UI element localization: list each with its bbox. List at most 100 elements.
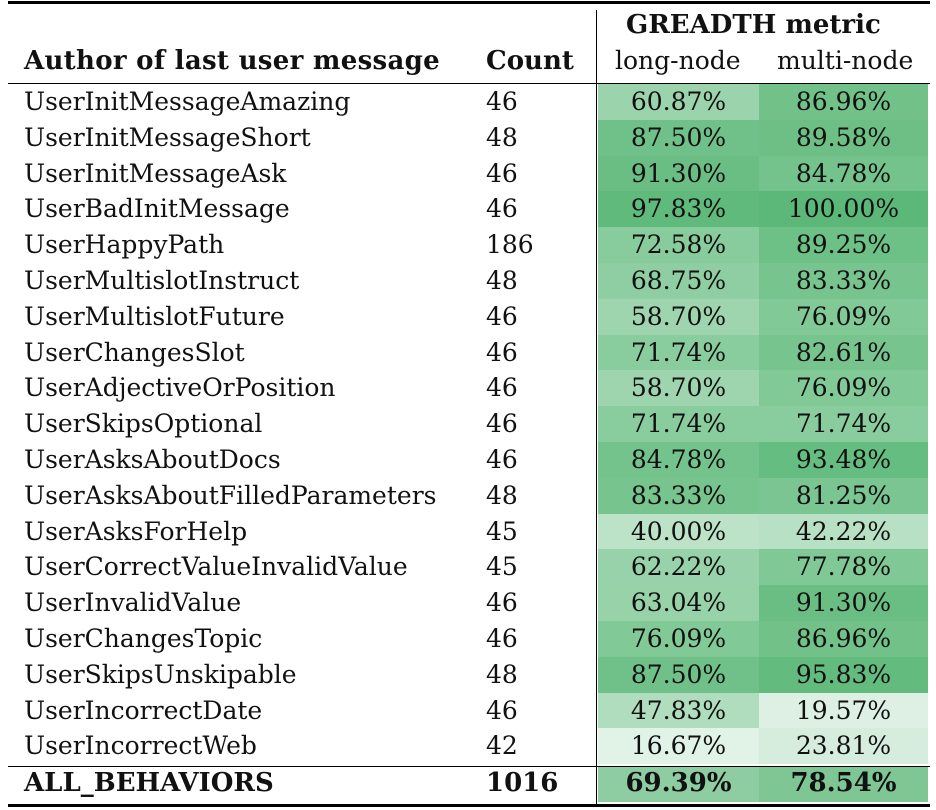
author-cell: UserChangesSlot	[24, 337, 245, 367]
multi-node-cell: 89.25%	[759, 227, 928, 263]
count-cell: 42	[486, 731, 518, 761]
long-node-cell: 69.39%	[598, 766, 759, 802]
multi-node-cell: 91.30%	[759, 585, 928, 621]
table-row: UserMultislotFuture 46 58.70% 76.09%	[0, 298, 936, 335]
author-cell: UserSkipsUnskipable	[24, 659, 297, 689]
count-cell: 46	[486, 695, 518, 725]
multi-node-cell: 82.61%	[759, 334, 928, 371]
long-node-cell: 84.78%	[598, 442, 759, 478]
long-node-cell: 71.74%	[598, 334, 759, 371]
author-cell: UserAsksAboutDocs	[24, 445, 281, 474]
header-metric-group: GREADTH metric	[626, 10, 881, 40]
author-cell: UserSkipsOptional	[24, 409, 263, 439]
long-node-cell: 87.50%	[598, 119, 759, 156]
table-row: UserInitMessageAmazing 46 60.87% 86.96%	[0, 84, 936, 120]
count-cell: 46	[486, 445, 518, 474]
author-cell: UserAdjectiveOrPosition	[24, 373, 336, 403]
summary-row: ALL_BEHAVIORS 1016 69.39% 78.54%	[0, 766, 936, 802]
long-node-cell: 62.22%	[598, 549, 759, 586]
group-separator-line	[596, 10, 597, 83]
count-cell: 46	[486, 624, 518, 653]
count-cell: 186	[486, 230, 534, 260]
count-cell: 46	[486, 194, 518, 224]
long-node-cell: 71.74%	[598, 406, 759, 442]
long-node-cell: 60.87%	[598, 84, 759, 120]
long-node-cell: 97.83%	[598, 191, 759, 228]
author-cell: UserIncorrectWeb	[24, 731, 257, 761]
long-node-cell: 83.33%	[598, 477, 759, 514]
table-row: UserIncorrectWeb 42 16.67% 23.81%	[0, 728, 936, 765]
table-row: UserInitMessageAsk 46 91.30% 84.78%	[0, 155, 936, 192]
count-cell: 48	[486, 122, 518, 152]
multi-node-cell: 89.58%	[759, 119, 928, 156]
multi-node-cell: 100.00%	[759, 191, 928, 228]
count-cell: 45	[486, 552, 518, 582]
table-row: UserCorrectValueInvalidValue 45 62.22% 77.7…	[0, 549, 936, 586]
multi-node-cell: 93.48%	[759, 442, 928, 478]
long-node-cell: 68.75%	[598, 263, 759, 299]
multi-node-cell: 95.83%	[759, 656, 928, 693]
multi-node-cell: 86.96%	[759, 84, 928, 120]
multi-node-cell: 76.09%	[759, 298, 928, 335]
count-cell: 45	[486, 516, 518, 546]
author-cell: UserMultislotInstruct	[24, 266, 300, 295]
long-node-cell: 63.04%	[598, 585, 759, 621]
author-cell: UserCorrectValueInvalidValue	[24, 552, 408, 582]
header-rule	[8, 83, 930, 84]
table-row: UserSkipsOptional 46 71.74% 71.74%	[0, 406, 936, 442]
multi-node-cell: 76.09%	[759, 370, 928, 407]
long-node-cell: 58.70%	[598, 370, 759, 407]
multi-node-cell: 71.74%	[759, 406, 928, 442]
long-node-cell: 91.30%	[598, 155, 759, 192]
long-node-cell: 40.00%	[598, 513, 759, 550]
author-cell: UserAsksAboutFilledParameters	[24, 480, 437, 510]
count-cell: 46	[486, 588, 518, 618]
long-node-cell: 47.83%	[598, 692, 759, 729]
header-author: Author of last user message	[24, 46, 440, 76]
author-cell: UserInitMessageShort	[24, 122, 311, 152]
table-row: UserAsksAboutFilledParameters 48 83.33% 81.…	[0, 477, 936, 514]
multi-node-cell: 84.78%	[759, 155, 928, 192]
author-cell: UserInitMessageAsk	[24, 158, 287, 188]
top-rule	[8, 1, 930, 4]
multi-node-cell: 19.57%	[759, 692, 928, 729]
multi-node-cell: 23.81%	[759, 728, 928, 765]
body-separator-line	[596, 84, 597, 804]
multi-node-cell: 83.33%	[759, 263, 928, 299]
table-row: UserBadInitMessage 46 97.83% 100.00%	[0, 191, 936, 228]
header-long-node: long-node	[615, 46, 741, 75]
count-cell: 48	[486, 480, 518, 510]
count-cell: 1016	[486, 768, 559, 799]
multi-node-cell: 42.22%	[759, 513, 928, 550]
header-count: Count	[486, 46, 574, 76]
author-cell: UserIncorrectDate	[24, 695, 263, 725]
table-row: UserInvalidValue 46 63.04% 91.30%	[0, 585, 936, 621]
author-cell: UserInvalidValue	[24, 588, 242, 618]
table-row: UserSkipsUnskipable 48 87.50% 95.83%	[0, 656, 936, 693]
count-cell: 48	[486, 659, 518, 689]
table-row: UserIncorrectDate 46 47.83% 19.57%	[0, 692, 936, 729]
author-cell: ALL_BEHAVIORS	[24, 768, 274, 799]
long-node-cell: 76.09%	[598, 621, 759, 657]
count-cell: 46	[486, 301, 518, 331]
table-row: UserChangesSlot 46 71.74% 82.61%	[0, 334, 936, 371]
multi-node-cell: 77.78%	[759, 549, 928, 586]
count-cell: 46	[486, 337, 518, 367]
author-cell: UserMultislotFuture	[24, 301, 285, 331]
author-cell: UserAsksForHelp	[24, 516, 248, 546]
long-node-cell: 87.50%	[598, 656, 759, 693]
header-multi-node: multi-node	[777, 46, 914, 75]
count-cell: 46	[486, 87, 518, 116]
multi-node-cell: 86.96%	[759, 621, 928, 657]
table-row: UserMultislotInstruct 48 68.75% 83.33%	[0, 263, 936, 299]
count-cell: 48	[486, 266, 518, 295]
table-row: UserChangesTopic 46 76.09% 86.96%	[0, 621, 936, 657]
count-cell: 46	[486, 409, 518, 439]
long-node-cell: 16.67%	[598, 728, 759, 765]
count-cell: 46	[486, 158, 518, 188]
table-row: UserHappyPath 186 72.58% 89.25%	[0, 227, 936, 263]
author-cell: UserChangesTopic	[24, 624, 263, 653]
author-cell: UserBadInitMessage	[24, 194, 290, 224]
multi-node-cell: 78.54%	[759, 766, 928, 802]
multi-node-cell: 81.25%	[759, 477, 928, 514]
